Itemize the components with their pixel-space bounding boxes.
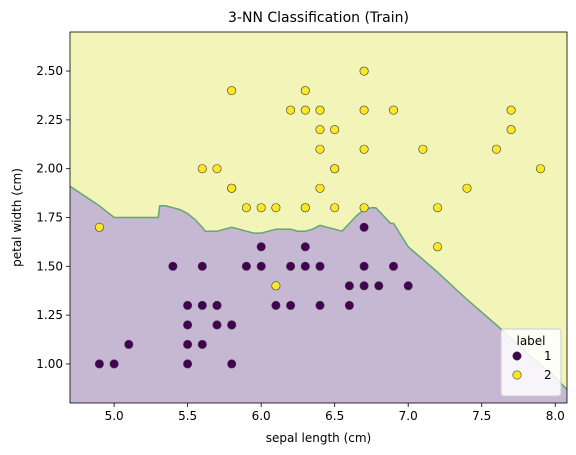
legend-entries: 12 [512,349,552,382]
x-tick-label: 7.5 [472,409,491,423]
region-class-1 [70,186,567,403]
data-point-class-1 [315,300,325,310]
data-point-class-1 [374,281,384,291]
data-point-class-1 [94,359,104,369]
y-tick-label: 1.75 [36,211,63,225]
data-point-class-2 [300,86,310,96]
legend-marker-2 [512,370,522,380]
data-point-class-2 [433,203,443,213]
data-point-class-1 [300,242,310,252]
legend-label-1: 1 [544,349,552,363]
y-tick-label: 2.50 [36,64,63,78]
y-axis-label: petal width (cm) [10,168,24,267]
data-point-class-1 [344,281,354,291]
x-axis: 5.0 5.5 6.0 6.5 7.0 7.5 8.0 [105,403,565,423]
data-point-class-2 [315,105,325,115]
data-point-class-1 [212,320,222,330]
data-point-class-1 [256,242,266,252]
data-point-class-1 [359,222,369,232]
y-tick-label: 1.25 [36,308,63,322]
y-tick-label: 1.50 [36,259,63,273]
data-point-class-1 [344,300,354,310]
data-point-class-1 [197,339,207,349]
y-tick-label: 1.00 [36,357,63,371]
data-point-class-2 [506,125,516,135]
data-point-class-2 [388,105,398,115]
decision-boundary-line [69,185,568,390]
data-point-class-2 [462,183,472,193]
legend-label-2: 2 [544,368,552,382]
data-point-class-2 [212,164,222,174]
data-point-class-1 [183,300,193,310]
data-point-class-1 [197,300,207,310]
data-point-class-2 [315,183,325,193]
data-point-class-1 [388,261,398,271]
data-point-class-2 [271,203,281,213]
data-point-class-1 [183,320,193,330]
data-point-class-2 [359,105,369,115]
data-point-class-2 [315,144,325,154]
data-point-class-2 [315,125,325,135]
data-point-class-1 [183,339,193,349]
data-point-class-2 [330,164,340,174]
data-point-class-2 [491,144,501,154]
legend-marker-1 [512,351,522,361]
data-point-class-1 [359,281,369,291]
data-point-class-1 [212,300,222,310]
chart-title: 3-NN Classification (Train) [228,10,409,26]
data-point-class-2 [330,203,340,213]
x-tick-label: 6.5 [325,409,344,423]
data-point-class-1 [256,261,266,271]
data-point-class-1 [300,261,310,271]
data-point-class-1 [286,261,296,271]
data-point-class-2 [227,183,237,193]
data-point-class-2 [535,164,545,174]
data-point-class-2 [359,66,369,76]
data-point-class-1 [109,359,119,369]
data-point-class-2 [286,105,296,115]
data-point-class-2 [241,203,251,213]
x-tick-label: 8.0 [546,409,565,423]
data-point-class-2 [359,203,369,213]
data-point-class-1 [124,339,134,349]
data-point-class-2 [256,203,266,213]
x-tick-label: 7.0 [399,409,418,423]
data-point-class-2 [227,86,237,96]
data-point-class-2 [300,203,310,213]
data-point-class-2 [271,281,281,291]
y-tick-label: 2.00 [36,162,63,176]
data-point-class-2 [94,222,104,232]
data-point-class-1 [359,261,369,271]
x-axis-label: sepal length (cm) [266,431,371,445]
data-point-class-1 [403,281,413,291]
y-tick-label: 2.25 [36,113,63,127]
data-point-class-2 [300,105,310,115]
data-point-class-1 [227,320,237,330]
data-point-class-2 [418,144,428,154]
data-point-class-1 [271,300,281,310]
scatter-points [94,66,545,369]
data-point-class-1 [168,261,178,271]
data-point-class-2 [506,105,516,115]
x-tick-label: 5.0 [105,409,124,423]
legend-title: label [516,334,545,348]
x-tick-label: 6.0 [252,409,271,423]
y-axis: 1.00 1.25 1.50 1.75 2.00 2.25 2.50 [36,64,70,371]
legend: label 12 [500,328,562,397]
data-point-class-2 [197,164,207,174]
data-point-class-1 [197,261,207,271]
decision-regions [69,32,568,403]
data-point-class-2 [433,242,443,252]
data-point-class-1 [241,261,251,271]
data-point-class-2 [359,144,369,154]
data-point-class-1 [286,300,296,310]
data-point-class-2 [330,125,340,135]
data-point-class-1 [183,359,193,369]
data-point-class-1 [315,261,325,271]
x-tick-label: 5.5 [178,409,197,423]
data-point-class-1 [227,359,237,369]
